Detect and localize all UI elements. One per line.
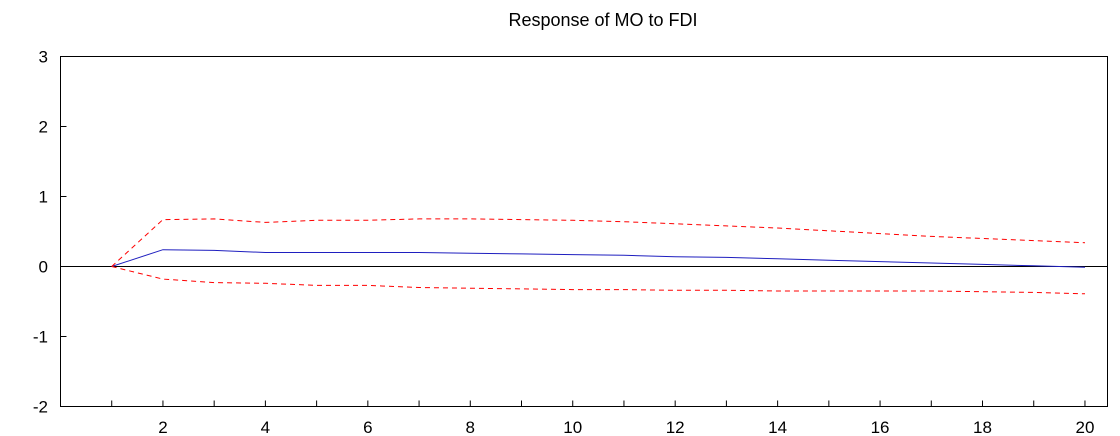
upper-band-line xyxy=(111,218,1086,267)
series-layer xyxy=(111,218,1086,295)
x-tick-label: 2 xyxy=(158,418,167,436)
lower-band-line xyxy=(111,266,1086,295)
plot-frame xyxy=(60,56,1108,407)
y-axis: -2 -1 0 1 2 3 xyxy=(33,48,67,417)
x-tick-label: 14 xyxy=(768,418,787,436)
chart-title: Response of MO to FDI xyxy=(508,10,697,30)
y-tick-label: 0 xyxy=(39,258,48,277)
x-tick-label: 8 xyxy=(466,418,475,436)
y-tick-label: -1 xyxy=(33,328,48,347)
x-tick-label: 12 xyxy=(666,418,685,436)
x-tick-label: 6 xyxy=(363,418,372,436)
y-tick-label: 1 xyxy=(39,188,48,207)
x-tick-label: 20 xyxy=(1076,418,1095,436)
x-tick-label: 16 xyxy=(871,418,890,436)
x-tick-label: 18 xyxy=(973,418,992,436)
y-tick-label: 3 xyxy=(39,48,48,67)
response-line xyxy=(111,249,1086,268)
y-tick-label: 2 xyxy=(39,118,48,137)
x-tick-label: 4 xyxy=(261,418,270,436)
y-tick-label: -2 xyxy=(33,398,48,417)
x-tick-label: 10 xyxy=(563,418,582,436)
x-axis: 2 4 6 8 10 12 14 16 18 20 xyxy=(111,400,1095,436)
